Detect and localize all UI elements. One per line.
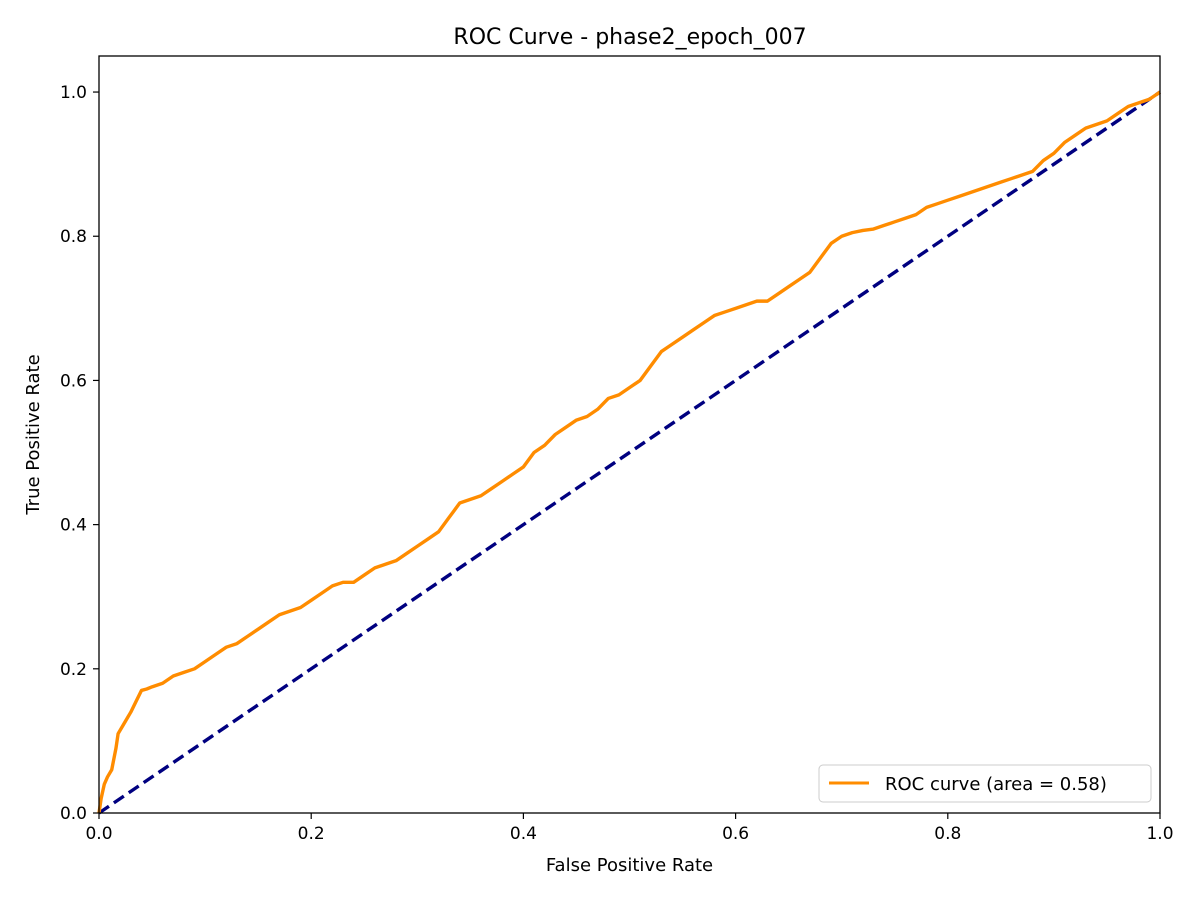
- x-axis-ticks: 0.0 0.2 0.4 0.6 0.8 1.0: [85, 813, 1174, 844]
- y-axis-ticks: 0.0 0.2 0.4 0.6 0.8 1.0: [60, 83, 99, 824]
- x-tick-label: 1.0: [1146, 824, 1173, 844]
- legend-box: [818, 764, 1152, 803]
- legend-label-roc: ROC curve (area = 0.58): [885, 774, 1107, 795]
- plot-area: [97, 55, 1161, 815]
- legend: ROC curve (area = 0.58): [818, 764, 1152, 803]
- y-tick-label: 1.0: [60, 83, 87, 103]
- y-axis-label: True Positive Rate: [23, 354, 44, 515]
- axes-frame: [98, 55, 1161, 814]
- x-tick-label: 0.0: [85, 824, 112, 844]
- series-layer: [97, 90, 1161, 815]
- y-tick-label: 0.2: [60, 660, 87, 680]
- x-tick-label: 0.8: [934, 824, 961, 844]
- x-tick-label: 0.6: [722, 824, 749, 844]
- chance-diagonal-line: [98, 90, 1161, 815]
- y-tick-label: 0.6: [60, 371, 87, 391]
- y-tick-label: 0.4: [60, 516, 87, 536]
- y-tick-label: 0.8: [60, 227, 87, 247]
- x-tick-label: 0.4: [510, 824, 537, 844]
- x-tick-label: 0.2: [298, 824, 325, 844]
- y-tick-label: 0.0: [60, 804, 87, 824]
- chart-title: ROC Curve - phase2_epoch_007: [453, 25, 806, 50]
- x-axis-label: False Positive Rate: [546, 855, 713, 876]
- roc-curve-line: [97, 90, 1161, 814]
